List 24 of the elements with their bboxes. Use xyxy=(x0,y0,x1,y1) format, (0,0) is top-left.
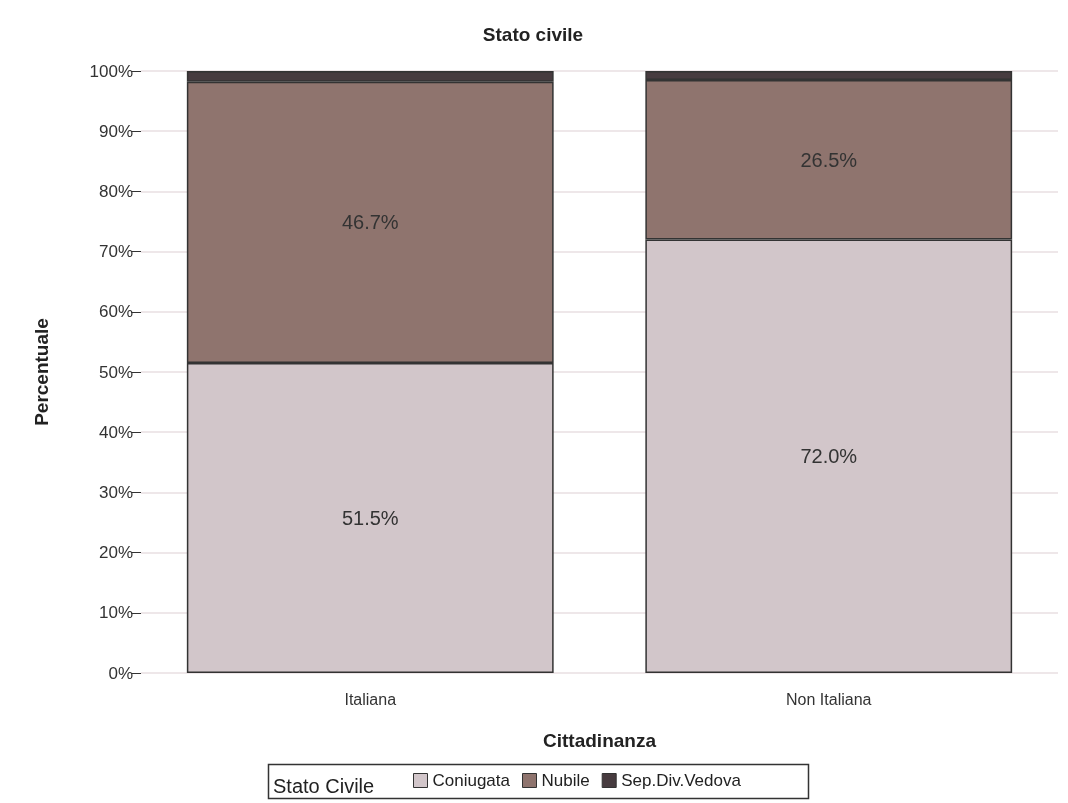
y-axis-title: Percentuale xyxy=(31,318,52,426)
x-tick-label: Non Italiana xyxy=(786,690,872,708)
y-tick-label: 100% xyxy=(89,61,133,81)
legend-label: Coniugata xyxy=(432,771,511,790)
y-tick-label: 10% xyxy=(98,603,133,623)
y-tick-label: 70% xyxy=(98,242,133,262)
legend-label: Nubile xyxy=(541,771,590,790)
y-tick-label: 0% xyxy=(108,663,133,683)
y-tick-label: 80% xyxy=(98,181,133,201)
x-axis-title: Cittadinanza xyxy=(543,730,657,751)
legend-title: Stato Civile xyxy=(273,775,375,797)
data-label: 26.5% xyxy=(800,148,858,171)
y-tick-label: 50% xyxy=(98,362,133,382)
chart-title: Stato civile xyxy=(482,24,584,45)
data-label: 46.7% xyxy=(341,211,399,234)
data-label: 51.5% xyxy=(341,506,399,529)
y-tick-label: 60% xyxy=(98,302,133,322)
y-tick-label: 90% xyxy=(98,121,133,141)
x-tick-label: Italiana xyxy=(344,690,397,708)
legend-label: Sep.Div.Vedova xyxy=(621,771,742,790)
y-tick-label: 40% xyxy=(98,422,133,442)
y-tick-label: 30% xyxy=(98,482,133,502)
y-tick-label: 20% xyxy=(98,543,133,563)
data-label: 72.0% xyxy=(800,445,858,468)
